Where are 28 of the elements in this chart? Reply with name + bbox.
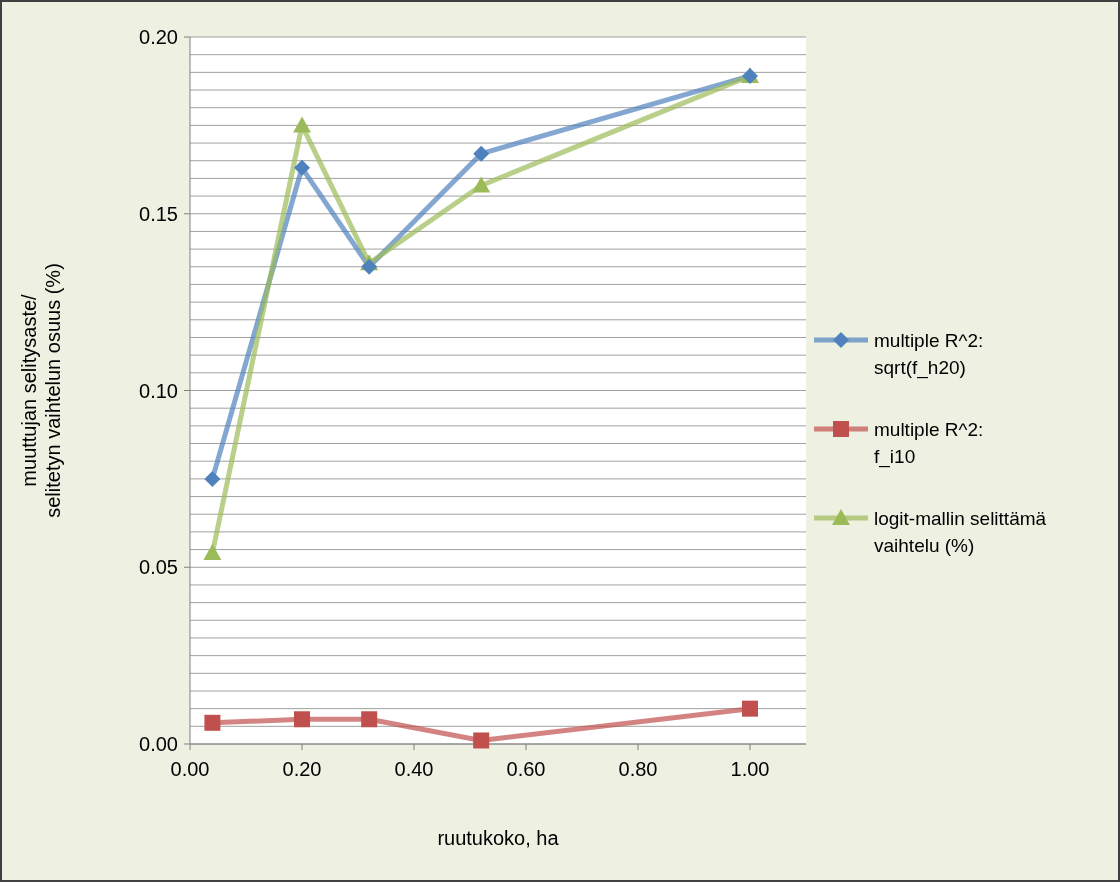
x-tick-label: 1.00 bbox=[730, 758, 770, 780]
point bbox=[472, 176, 491, 193]
point bbox=[473, 145, 490, 162]
point bbox=[203, 544, 222, 561]
legend-label: logit-mallin selittämä vaihtelu (%) bbox=[874, 507, 1047, 556]
x-tick-label: 0.80 bbox=[618, 758, 658, 780]
y-tick-label: 0.15 bbox=[139, 202, 178, 225]
point bbox=[293, 116, 311, 133]
y-tick-label: 0.00 bbox=[139, 733, 178, 755]
x-tick-label: 0.60 bbox=[506, 758, 546, 780]
point bbox=[294, 711, 310, 728]
y-axis-title: muuttujan selitysaste/ selitetyn vaihtelun osuus (%) bbox=[18, 263, 64, 518]
legend-label: multiple R^2: sqrt(f_h20) bbox=[874, 329, 984, 379]
point bbox=[294, 159, 310, 176]
y-tick-label: 0.20 bbox=[139, 26, 178, 48]
y-tick-label: 0.05 bbox=[139, 556, 178, 579]
x-axis-title: ruutukoko, ha bbox=[437, 827, 560, 849]
y-tick-label: 0.10 bbox=[139, 379, 178, 402]
x-tick-label: 0.40 bbox=[394, 758, 434, 780]
point bbox=[742, 700, 758, 717]
legend-label: multiple R^2: f_i10 bbox=[874, 418, 984, 468]
point bbox=[361, 711, 378, 728]
x-tick-label: 0.20 bbox=[282, 758, 322, 780]
x-tick-label: 0.00 bbox=[170, 758, 210, 780]
point bbox=[473, 732, 490, 749]
point bbox=[204, 470, 221, 487]
point bbox=[204, 714, 221, 731]
point bbox=[361, 258, 378, 275]
